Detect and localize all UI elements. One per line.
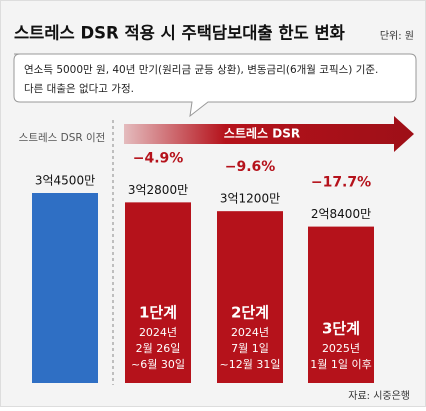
bar [308, 226, 374, 383]
stage-label: 3단계 [322, 320, 360, 338]
period-label: ~6월 30일 [131, 357, 185, 371]
stage-label: 1단계 [139, 304, 177, 322]
change-label: −4.9% [133, 150, 184, 166]
period-label: 7월 1일 [231, 341, 269, 355]
value-label: 2억8400만 [311, 207, 371, 221]
value-label: 3억1200만 [220, 192, 280, 206]
source: 자료: 시중은행 [348, 390, 410, 402]
period-label: ~12월 31일 [220, 357, 281, 371]
arrow-label: 스트레스 DSR [224, 126, 300, 141]
stress-arrow [124, 116, 414, 152]
unit-label: 단위: 원 [380, 29, 414, 42]
period-label: 2월 26일 [136, 341, 181, 355]
change-label: −9.6% [225, 159, 276, 175]
change-label: −17.7% [311, 175, 371, 191]
value-label: 3억4500만 [35, 174, 95, 188]
value-label: 3억2800만 [128, 183, 188, 197]
chart-title: 스트레스 DSR 적용 시 주택담보대출 한도 변화 [14, 24, 345, 43]
period-label: 2024년 [231, 326, 269, 339]
period-label: 1월 1일 이후 [310, 357, 371, 371]
bar [217, 211, 283, 383]
before-label: 스트레스 DSR 이전 [19, 132, 106, 144]
bar [125, 202, 191, 383]
period-label: 2024년 [139, 326, 177, 339]
note-line: 다른 대출은 없다고 가정. [24, 82, 134, 95]
stage-label: 2단계 [231, 304, 269, 322]
bar [32, 193, 98, 383]
period-label: 2025년 [322, 342, 360, 355]
note-line: 연소득 5000만 원, 40년 만기(원리금 균등 상환), 변동금리(6개월… [24, 64, 378, 76]
note-box [13, 53, 417, 118]
